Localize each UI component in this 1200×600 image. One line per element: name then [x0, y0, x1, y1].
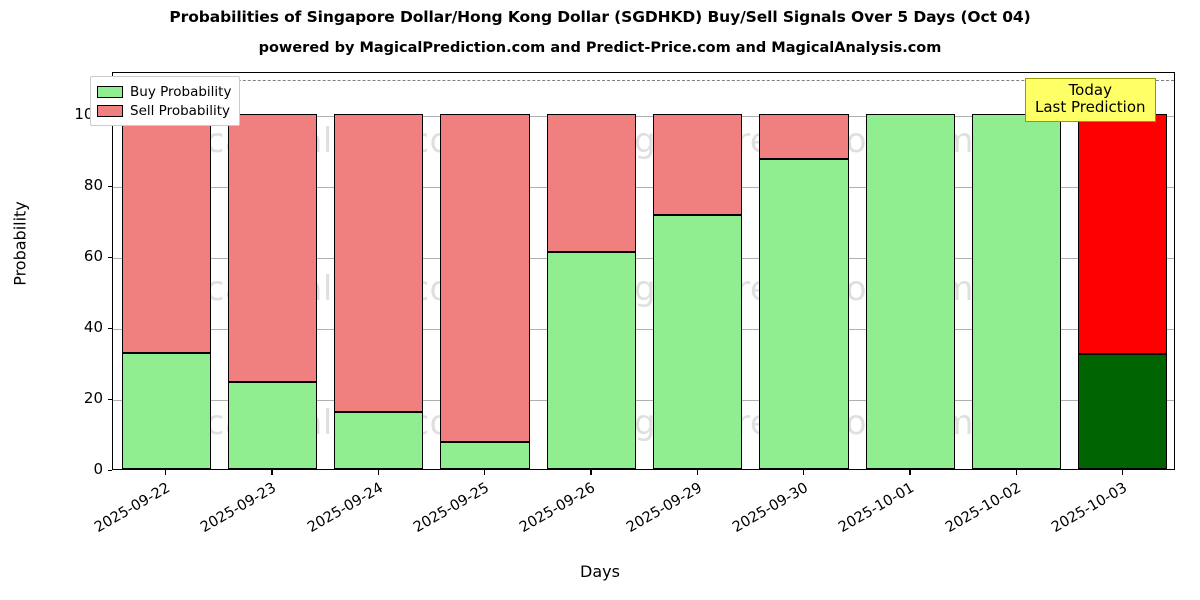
- bar-segment-sell[interactable]: [227, 113, 318, 382]
- bar-segment-buy[interactable]: [440, 442, 530, 469]
- y-tick-mark-20: [107, 398, 112, 401]
- gridline-y-60: [113, 257, 1174, 259]
- bar-group[interactable]: [653, 73, 743, 469]
- legend-swatch-sell-icon: [97, 104, 123, 117]
- today-annotation-line1: Today: [1068, 81, 1112, 99]
- x-tick-mark: [484, 470, 486, 475]
- bar-segment-buy[interactable]: [227, 381, 318, 469]
- bar-segment-sell[interactable]: [546, 113, 636, 252]
- bar-group[interactable]: [971, 73, 1062, 469]
- y-tick-mark-80: [107, 185, 112, 187]
- gridline-y-40: [113, 328, 1174, 330]
- y-tick-label-60: 60: [83, 246, 103, 265]
- x-tick-label: 2025-10-01: [836, 480, 918, 536]
- x-tick-label: 2025-10-03: [1048, 480, 1130, 536]
- legend-label-buy: Buy Probability: [130, 83, 232, 100]
- bar-group[interactable]: [440, 73, 530, 469]
- bar-segment-buy[interactable]: [971, 113, 1062, 469]
- x-tick-label: 2025-09-25: [411, 480, 493, 536]
- chart-title: Probabilities of Singapore Dollar/Hong K…: [169, 8, 1031, 26]
- x-tick-label: 2025-10-02: [942, 480, 1024, 536]
- bar-segment-buy[interactable]: [546, 251, 636, 469]
- x-tick-mark: [1015, 470, 1017, 475]
- x-tick-mark: [271, 470, 273, 475]
- y-tick-mark-60: [107, 256, 112, 259]
- bar-segment-sell[interactable]: [440, 113, 530, 443]
- bar-group[interactable]: [334, 73, 424, 469]
- x-tick-mark: [590, 470, 592, 475]
- x-tick-label: 2025-09-22: [92, 480, 174, 536]
- legend-swatch-buy-icon: [97, 85, 123, 98]
- today-annotation: Today Last Prediction: [1025, 78, 1156, 122]
- bar-group[interactable]: [121, 73, 211, 469]
- bar-segment-buy[interactable]: [759, 159, 849, 469]
- bar-segment-buy[interactable]: [121, 352, 211, 469]
- bar-segment-sell[interactable]: [653, 113, 743, 215]
- x-tick-label: 2025-09-29: [623, 480, 705, 536]
- x-tick-label: 2025-09-23: [198, 480, 280, 536]
- bar-group[interactable]: [759, 73, 849, 469]
- gridline-y-100: [113, 115, 1174, 117]
- y-axis-label: Probability: [10, 201, 30, 286]
- bar-segment-buy[interactable]: [334, 412, 424, 469]
- gridline-y-20: [113, 399, 1174, 401]
- chart-subtitle: powered by MagicalPrediction.com and Pre…: [258, 40, 942, 56]
- bar-segment-sell[interactable]: [334, 113, 424, 413]
- bar-group[interactable]: [546, 73, 636, 469]
- y-tick-label-40: 40: [83, 317, 103, 336]
- bar-segment-buy[interactable]: [865, 113, 955, 469]
- bar-group[interactable]: [227, 73, 318, 469]
- x-tick-mark: [1121, 470, 1124, 475]
- y-tick-label-0: 0: [93, 460, 103, 478]
- chart-legend: Buy Probability Sell Probability: [90, 76, 241, 126]
- x-axis-label: Days: [580, 562, 620, 581]
- gridline-y-80: [113, 186, 1174, 188]
- bar-group[interactable]: [865, 73, 955, 469]
- y-tick-mark-40: [107, 327, 112, 330]
- x-tick-mark: [377, 470, 380, 475]
- x-tick-mark: [909, 470, 911, 475]
- legend-item-sell: Sell Probability: [97, 101, 231, 120]
- bar-segment-sell[interactable]: [121, 113, 211, 353]
- x-tick-label: 2025-09-30: [729, 480, 811, 536]
- x-tick-mark: [165, 470, 167, 475]
- x-tick-label: 2025-09-26: [517, 480, 599, 536]
- today-annotation-line2: Last Prediction: [1035, 98, 1146, 117]
- bar-segment-buy[interactable]: [1078, 354, 1168, 469]
- y-tick-label-20: 20: [83, 388, 103, 407]
- reference-line: [113, 80, 1174, 82]
- x-tick-label: 2025-09-24: [304, 480, 386, 536]
- legend-item-buy: Buy Probability: [97, 82, 231, 101]
- x-tick-mark: [696, 470, 698, 475]
- bar-group[interactable]: [1078, 73, 1168, 469]
- y-tick-mark-0: [107, 470, 112, 472]
- y-tick-label-80: 80: [83, 175, 103, 194]
- bar-segment-sell[interactable]: [759, 113, 849, 160]
- bar-segment-sell[interactable]: [1078, 113, 1168, 355]
- plot-area: MagicalAnalysis.comMagicalPrediction.com…: [112, 72, 1175, 470]
- bar-segment-buy[interactable]: [653, 214, 743, 469]
- legend-label-sell: Sell Probability: [130, 102, 231, 119]
- x-tick-mark: [802, 470, 805, 475]
